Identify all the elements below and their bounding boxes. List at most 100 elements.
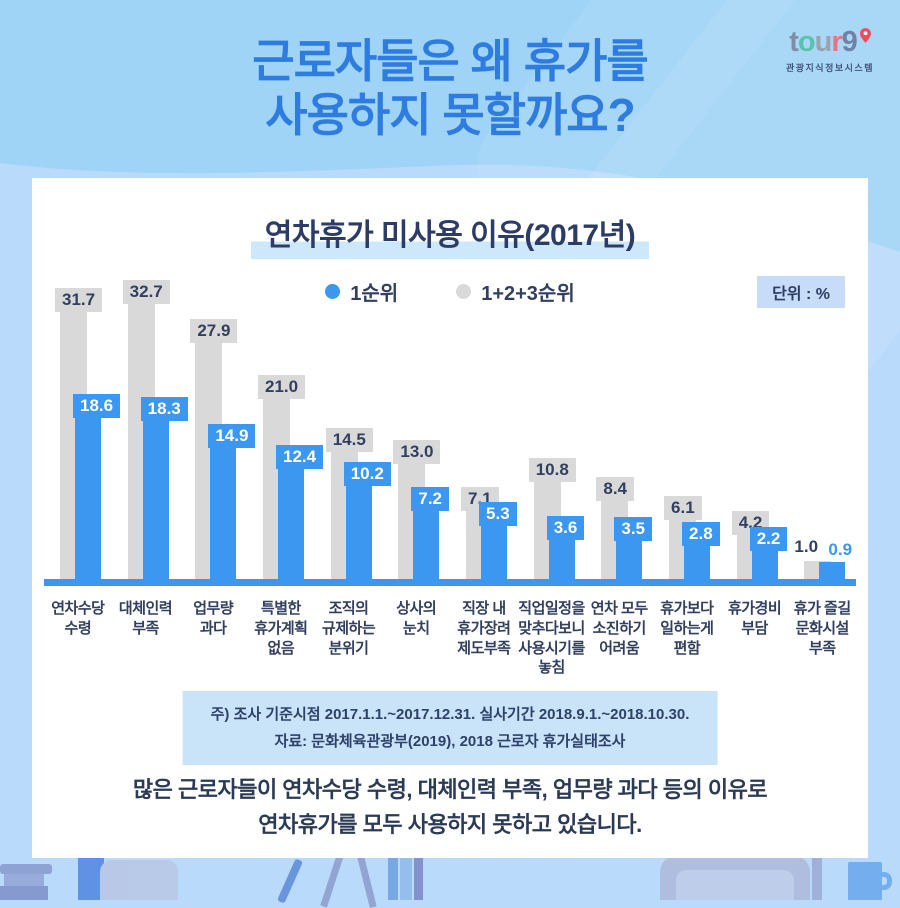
bar-chart-plot: 31.7 18.6 32.7 18.3 27.9 14.9 21.0 12.4 14.5 10.2… — [44, 280, 856, 579]
logo-letter: 9 — [841, 26, 858, 58]
bar-group: 4.2 2.2 — [721, 283, 789, 579]
value-label-rank123: 1.0 — [794, 537, 819, 557]
bar-group: 27.9 14.9 — [179, 283, 256, 579]
value-label-rank1: 18.3 — [140, 397, 188, 421]
note-data-source: 자료: 문화체육관광부(2019), 2018 근로자 휴가실태조사 — [274, 733, 626, 750]
page-title-line2: 사용하지 못할까요? — [265, 89, 635, 142]
value-label-rank123: 6.1 — [664, 496, 702, 520]
books-illustration — [4, 874, 44, 886]
category-label: 직장 내 휴가장려 제도부족 — [457, 600, 511, 657]
value-label-rank1: 7.2 — [411, 487, 449, 511]
office-illustration — [0, 840, 900, 908]
chair-illustration — [676, 870, 794, 900]
pole-illustration — [812, 848, 822, 900]
bar-rank1 — [616, 541, 643, 579]
chart-legend: 1순위 1+2+3순위 단위 : % — [32, 276, 868, 308]
logo-letter: r — [831, 26, 842, 58]
books-illustration — [0, 864, 52, 874]
category-label: 상사의 눈치 — [396, 600, 437, 637]
value-label-rank123: 21.0 — [258, 375, 306, 399]
category-label: 특별한 휴가계획 없음 — [254, 600, 308, 657]
legend-item-rank123: 1+2+3순위 — [456, 277, 575, 306]
category-label: 업무량 과다 — [193, 600, 234, 637]
bar-group: 32.7 18.3 — [112, 280, 188, 579]
category-labels-row: 연차수당 수령 대체인력 부족 업무량 과다 특별한 휴가계획 없음 조직의 규제하는 … — [44, 599, 856, 678]
value-label-rank123: 27.9 — [190, 319, 238, 343]
books-illustration — [0, 886, 48, 900]
tour-logo-wordmark: t o u r 9 — [789, 20, 871, 57]
chart-card: 연차휴가 미사용 이유(2017년) 1순위 1+2+3순위 단위 : % 31… — [32, 178, 868, 858]
logo-caption: 관광지식정보시스템 — [785, 63, 874, 73]
mug-illustration — [880, 872, 892, 890]
bar-rank1 — [751, 551, 778, 579]
shelf-illustration — [388, 852, 398, 900]
bar-group: 10.8 3.6 — [518, 283, 586, 579]
bar-rank1 — [142, 421, 169, 579]
unit-badge: 단위 : % — [757, 276, 845, 308]
summary-line1: 많은 근로자들이 연차수당 수령, 대체인력 부족, 업무량 과다 등의 이유로 — [132, 777, 768, 802]
value-label-rank1: 3.6 — [546, 516, 585, 540]
tour-logo[interactable]: t o u r 9 관광지식정보시스템 — [786, 20, 874, 74]
value-label-rank1: 2.8 — [682, 522, 720, 546]
bar-rank1 — [278, 469, 305, 579]
value-label-rank123: 31.7 — [55, 288, 103, 312]
summary-text: 많은 근로자들이 연차수당 수령, 대체인력 부족, 업무량 과다 등의 이유로… — [32, 772, 868, 842]
value-label-rank123: 14.5 — [325, 428, 373, 452]
map-pin-icon — [859, 20, 871, 49]
bar-group: 8.4 3.5 — [585, 283, 653, 579]
category-label: 휴가보다 일하는게 편함 — [660, 600, 714, 657]
logo-letter: t — [789, 26, 799, 58]
value-label-rank123: 10.8 — [528, 458, 576, 482]
category-label: 연차수당 수령 — [51, 600, 105, 637]
bar-rank1 — [481, 526, 508, 579]
value-label-rank1: 14.9 — [208, 424, 256, 448]
category-label: 휴가 즐길 문화시설 부족 — [793, 600, 851, 657]
value-label-rank1: 10.2 — [343, 462, 391, 486]
value-label-rank1: 5.3 — [479, 502, 517, 526]
legend-label: 1순위 — [350, 282, 399, 305]
bar-rank1 — [210, 448, 237, 579]
note-survey-period: 주) 조사 기준시점 2017.1.1.~2017.12.31. 실사기간 20… — [210, 706, 690, 723]
source-note: 주) 조사 기준시점 2017.1.1.~2017.12.31. 실사기간 20… — [182, 691, 718, 765]
legend-item-rank1: 1순위 — [325, 277, 398, 306]
value-label-rank1: 0.9 — [828, 540, 853, 560]
category-label: 연차 모두 소진하기 어려움 — [590, 600, 648, 657]
category-label: 조직의 규제하는 분위기 — [321, 600, 376, 657]
value-label-rank1: 2.2 — [749, 527, 788, 551]
bar-group: 1.0 0.9 — [788, 283, 856, 579]
value-label-rank123: 13.0 — [393, 440, 441, 464]
category-label: 대체인력 부족 — [118, 600, 173, 637]
value-label-rank1: 18.6 — [73, 394, 121, 418]
bar-group: 6.1 2.8 — [653, 283, 721, 579]
chair-illustration — [100, 860, 178, 900]
logo-letter: u — [814, 26, 833, 58]
bar-group: 14.5 10.2 — [315, 283, 391, 579]
bar-rank1 — [75, 418, 101, 579]
bar-rank1 — [548, 540, 575, 579]
bar-rank1 — [684, 546, 711, 579]
value-label-rank123: 32.7 — [122, 280, 170, 304]
x-axis-line — [44, 579, 856, 586]
bar-group: 21.0 12.4 — [247, 283, 324, 579]
page-title-line1: 근로자들은 왜 휴가를 — [252, 35, 648, 87]
legend-dot-gray-icon — [456, 283, 472, 299]
pencil-illustration — [276, 858, 304, 904]
bar-rank1 — [413, 511, 440, 579]
shelf-illustration — [414, 852, 423, 900]
bar-group: 31.7 18.6 — [44, 283, 121, 579]
bar-group: 13.0 7.2 — [382, 283, 450, 579]
category-label: 휴가경비 부담 — [727, 600, 782, 637]
mug-illustration — [848, 862, 882, 900]
value-label-rank1: 3.5 — [614, 517, 653, 541]
bar-rank1 — [345, 486, 372, 579]
category-label: 직업일정을 맞추다보니 사용시기를 놓침 — [518, 600, 585, 677]
bar-group: 7.1 5.3 — [450, 283, 518, 579]
shelf-illustration — [400, 852, 412, 900]
bar-rank1 — [819, 562, 846, 579]
logo-letter: o — [797, 26, 816, 58]
chart-title: 연차휴가 미사용 이유(2017년) — [250, 210, 650, 259]
summary-line2: 연차휴가를 모두 사용하지 못하고 있습니다. — [258, 812, 642, 838]
value-label-rank1: 12.4 — [276, 445, 324, 469]
background-wave — [0, 0, 900, 252]
legend-label: 1+2+3순위 — [481, 282, 575, 305]
